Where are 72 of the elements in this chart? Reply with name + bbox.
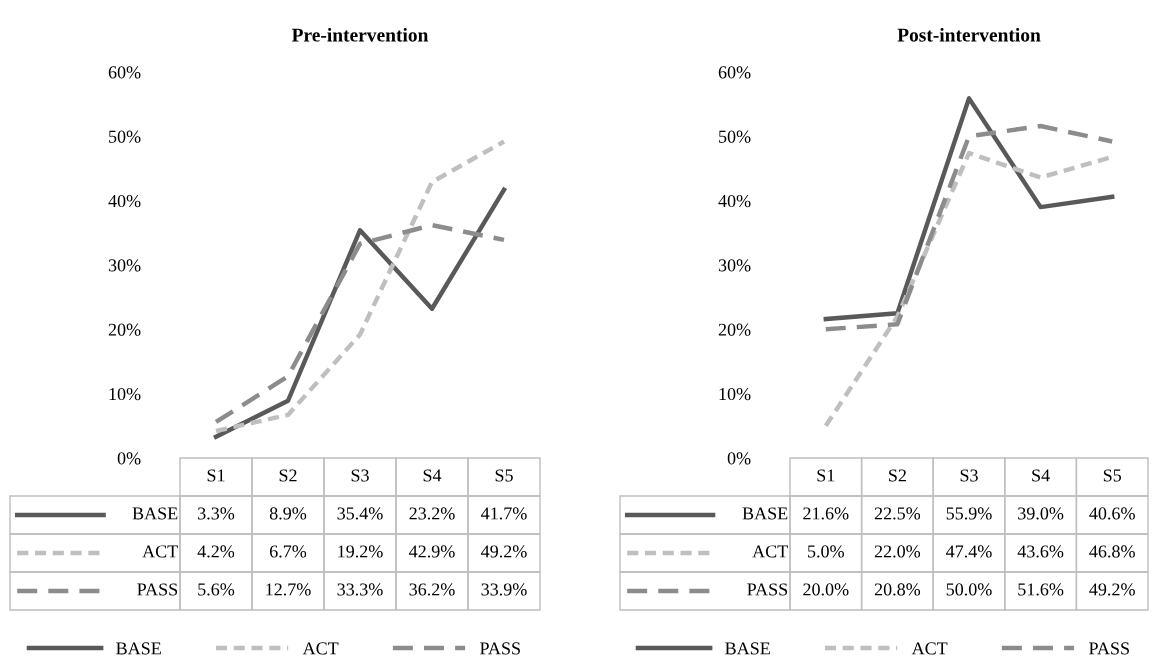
- data-label: 41.7%: [481, 507, 527, 520]
- legend-label: PASS: [137, 583, 178, 596]
- data-label: 21.6%: [803, 507, 849, 520]
- y-tick-label: 50%: [109, 130, 141, 143]
- data-label: 49.2%: [481, 545, 527, 558]
- data-label: 36.2%: [409, 583, 455, 596]
- y-tick-label: 0%: [117, 452, 141, 465]
- data-label: 51.6%: [1018, 583, 1064, 596]
- text: ACT: [302, 642, 339, 655]
- x-tick-label: S1: [207, 469, 225, 482]
- text: PASS: [1089, 642, 1129, 655]
- data-label: 49.2%: [1089, 583, 1135, 596]
- text: ACT: [911, 642, 948, 655]
- data-label: 22.5%: [874, 507, 921, 520]
- legend-label: ACT: [142, 545, 178, 558]
- data-label: 12.7%: [266, 583, 311, 596]
- line-series: [823, 96, 1115, 322]
- data-label: 20.8%: [874, 583, 921, 596]
- x-tick-label: S4: [423, 469, 442, 482]
- y-tick-label: 20%: [108, 323, 141, 336]
- data-label: 22.0%: [874, 545, 921, 558]
- y-tick-label: 30%: [718, 259, 751, 272]
- legend-label: ACT: [752, 545, 788, 558]
- text: BASE: [725, 642, 770, 655]
- x-tick-label: S2: [279, 469, 297, 482]
- data-label: 39.0%: [1018, 507, 1064, 520]
- data-label: 33.3%: [337, 583, 383, 596]
- legend-label: BASE: [742, 507, 788, 520]
- data-label: 5.0%: [808, 545, 844, 558]
- x-tick-label: S4: [1032, 469, 1050, 482]
- data-label: 6.7%: [269, 545, 307, 558]
- x-tick-label: S2: [889, 469, 906, 482]
- data-label: 42.9%: [409, 545, 455, 558]
- data-label: 47.4%: [946, 545, 992, 558]
- x-tick-label: S3: [351, 469, 369, 482]
- legend-label: PASS: [747, 583, 788, 596]
- data-label: 19.2%: [338, 545, 383, 558]
- chart-title: Pre-intervention: [291, 27, 429, 42]
- chart-title: Post-intervention: [897, 27, 1041, 42]
- y-tick-label: 40%: [718, 194, 751, 208]
- y-tick-label: 10%: [719, 387, 751, 401]
- line-series: [213, 222, 507, 425]
- y-tick-label: 60%: [718, 66, 751, 79]
- data-label: 4.2%: [197, 545, 235, 558]
- data-label: 5.6%: [198, 583, 235, 596]
- x-tick-label: S5: [1103, 469, 1122, 482]
- data-label: 23.2%: [409, 507, 455, 520]
- data-label: 20.0%: [803, 583, 849, 596]
- data-label: 8.9%: [269, 507, 307, 520]
- x-tick-label: S5: [495, 469, 513, 482]
- y-tick-label: 40%: [108, 194, 141, 208]
- text: PASS: [480, 642, 520, 655]
- y-tick-label: 50%: [719, 130, 751, 143]
- data-label: 35.4%: [337, 507, 383, 520]
- data-label: 46.8%: [1089, 545, 1135, 558]
- line-series: [213, 139, 507, 434]
- y-tick-label: 60%: [108, 66, 141, 79]
- data-label: 40.6%: [1089, 507, 1135, 520]
- x-tick-label: S1: [817, 469, 835, 482]
- data-label: 50.0%: [946, 583, 992, 596]
- y-tick-label: 10%: [109, 387, 141, 401]
- y-tick-label: 20%: [718, 323, 751, 336]
- line-series: [823, 123, 1115, 332]
- x-tick-label: S3: [960, 469, 978, 482]
- legend-label: BASE: [132, 507, 178, 520]
- y-tick-label: 30%: [108, 259, 141, 272]
- text: BASE: [116, 642, 161, 655]
- data-label: 43.6%: [1017, 545, 1064, 558]
- data-label: 33.9%: [481, 583, 527, 596]
- y-tick-label: 0%: [727, 452, 751, 465]
- data-label: 3.3%: [198, 507, 235, 520]
- data-label: 55.9%: [946, 507, 992, 520]
